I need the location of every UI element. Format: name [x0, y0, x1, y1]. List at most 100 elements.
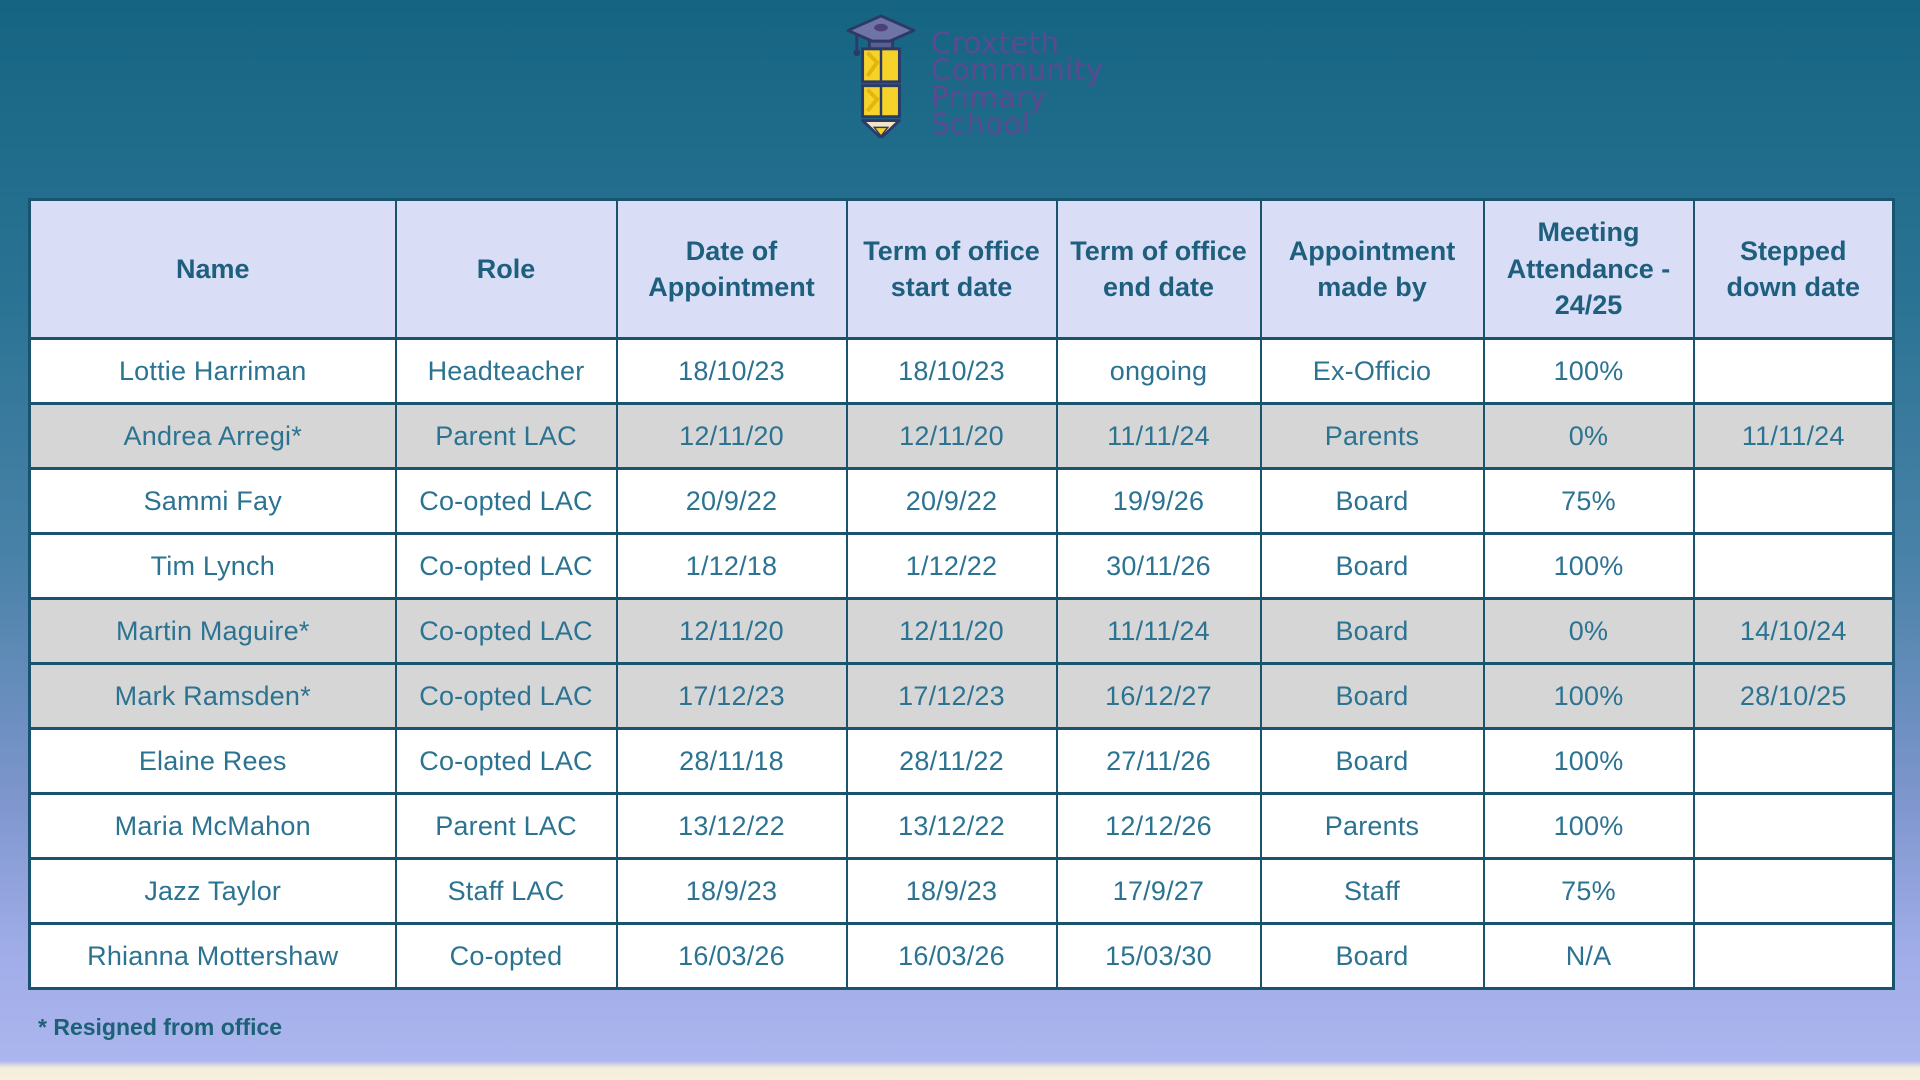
table-cell — [1692, 337, 1895, 405]
table-cell: Elaine Rees — [28, 727, 397, 795]
table-cell: 75% — [1482, 857, 1695, 925]
school-name-line: School — [931, 107, 1031, 141]
table-cell: 17/9/27 — [1055, 857, 1262, 925]
table-cell: 12/11/20 — [615, 402, 848, 470]
table-cell: Headteacher — [394, 337, 618, 405]
table-cell: 20/9/22 — [845, 467, 1058, 535]
table-cell: 12/11/20 — [615, 597, 848, 665]
table-cell: Martin Maguire* — [28, 597, 397, 665]
table-row: Martin Maguire* Co-opted LAC 12/11/20 12/11… — [28, 597, 1895, 665]
table-cell: Maria McMahon — [28, 792, 397, 860]
table-cell: 28/11/22 — [845, 727, 1058, 795]
school-name: Croxteth Community Primary School — [931, 14, 1104, 141]
table-cell: Mark Ramsden* — [28, 662, 397, 730]
table-cell: Staff LAC — [394, 857, 618, 925]
table-row: Jazz Taylor Staff LAC 18/9/23 18/9/23 17/9/2… — [28, 857, 1895, 925]
table-cell: 13/12/22 — [615, 792, 848, 860]
table-cell: 1/12/22 — [845, 532, 1058, 600]
table-cell: Parent LAC — [394, 402, 618, 470]
table-cell: Co-opted LAC — [394, 727, 618, 795]
column-header-meeting-attendance-24-25: Meeting Attendance - 24/25 — [1482, 198, 1695, 340]
table-cell: Staff — [1259, 857, 1485, 925]
table-cell: 16/03/26 — [615, 922, 848, 990]
table-cell: 100% — [1482, 792, 1695, 860]
table-cell: Board — [1259, 597, 1485, 665]
table-cell: 16/12/27 — [1055, 662, 1262, 730]
school-name-line: Primary — [931, 80, 1047, 114]
table-row: Maria McMahon Parent LAC 13/12/22 13/12/22 1… — [28, 792, 1895, 860]
pencil-graduation-cap-icon — [845, 14, 917, 138]
resigned-footnote: * Resigned from office — [38, 1014, 283, 1040]
column-header-role: Role — [394, 198, 618, 340]
table-cell — [1692, 727, 1895, 795]
table-cell — [1692, 922, 1895, 990]
table-cell: Parent LAC — [394, 792, 618, 860]
column-header-name: Name — [28, 198, 397, 340]
table-cell: 100% — [1482, 532, 1695, 600]
table-cell: 100% — [1482, 337, 1695, 405]
table-cell: Parents — [1259, 792, 1485, 860]
table-cell: 19/9/26 — [1055, 467, 1262, 535]
table-cell: Parents — [1259, 402, 1485, 470]
governors-table: Name Role Date of Appointment Term of offic… — [28, 198, 1895, 990]
table-cell: 17/12/23 — [845, 662, 1058, 730]
table-cell: Board — [1259, 727, 1485, 795]
table-cell: 28/11/18 — [615, 727, 848, 795]
table-cell: 11/11/24 — [1692, 402, 1895, 470]
table-cell: 18/10/23 — [845, 337, 1058, 405]
table-cell: Co-opted LAC — [394, 532, 618, 600]
table-cell: 17/12/23 — [615, 662, 848, 730]
table-cell: N/A — [1482, 922, 1695, 990]
table-cell — [1692, 792, 1895, 860]
table-cell: Co-opted LAC — [394, 662, 618, 730]
table-cell: Sammi Fay — [28, 467, 397, 535]
school-name-line: Community — [931, 53, 1104, 87]
table-cell: Andrea Arregi* — [28, 402, 397, 470]
table-cell — [1692, 467, 1895, 535]
table-cell: 0% — [1482, 402, 1695, 470]
table-row: Tim Lynch Co-opted LAC 1/12/18 1/12/22 30/11… — [28, 532, 1895, 600]
table-cell: 1/12/18 — [615, 532, 848, 600]
table-cell: 13/12/22 — [845, 792, 1058, 860]
table-cell: 27/11/26 — [1055, 727, 1262, 795]
column-header-appointment-made-by: Appointment made by — [1259, 198, 1485, 340]
table-cell: 12/11/20 — [845, 597, 1058, 665]
table-cell: Co-opted LAC — [394, 467, 618, 535]
table-cell: 18/9/23 — [845, 857, 1058, 925]
table-cell: Board — [1259, 662, 1485, 730]
table-row: Elaine Rees Co-opted LAC 28/11/18 28/11/22 2… — [28, 727, 1895, 795]
table-row: Rhianna Mottershaw Co-opted 16/03/26 16/03/… — [28, 922, 1895, 990]
table-cell: 30/11/26 — [1055, 532, 1262, 600]
table-cell: 14/10/24 — [1692, 597, 1895, 665]
column-header-stepped-down-date: Stepped down date — [1692, 198, 1895, 340]
table-cell: 28/10/25 — [1692, 662, 1895, 730]
table-cell: Rhianna Mottershaw — [28, 922, 397, 990]
table-cell: 18/10/23 — [615, 337, 848, 405]
table-cell: Board — [1259, 922, 1485, 990]
table-cell — [1692, 532, 1895, 600]
table-row: Mark Ramsden* Co-opted LAC 17/12/23 17/12/2… — [28, 662, 1895, 730]
table-cell: Jazz Taylor — [28, 857, 397, 925]
table-row: Lottie Harriman Headteacher 18/10/23 18/10/… — [28, 337, 1895, 405]
column-header-term-of-office-start-date: Term of office start date — [845, 198, 1058, 340]
table-cell — [1692, 857, 1895, 925]
table-header-row: Name Role Date of Appointment Term of offic… — [28, 198, 1895, 340]
table-cell: 12/12/26 — [1055, 792, 1262, 860]
table-cell: Co-opted LAC — [394, 597, 618, 665]
table-cell: 20/9/22 — [615, 467, 848, 535]
table-cell: 18/9/23 — [615, 857, 848, 925]
column-header-term-of-office-end-date: Term of office end date — [1055, 198, 1262, 340]
table-cell: 100% — [1482, 662, 1695, 730]
table-cell: 0% — [1482, 597, 1695, 665]
table-cell: 75% — [1482, 467, 1695, 535]
table-cell: Co-opted — [394, 922, 618, 990]
column-header-date-of-appointment: Date of Appointment — [615, 198, 848, 340]
table-cell: Board — [1259, 532, 1485, 600]
table-cell: 11/11/24 — [1055, 597, 1262, 665]
table-cell: Board — [1259, 467, 1485, 535]
table-row: Sammi Fay Co-opted LAC 20/9/22 20/9/22 19/9/… — [28, 467, 1895, 535]
table-cell: 11/11/24 — [1055, 402, 1262, 470]
table-cell: 15/03/30 — [1055, 922, 1262, 990]
table-cell: Tim Lynch — [28, 532, 397, 600]
